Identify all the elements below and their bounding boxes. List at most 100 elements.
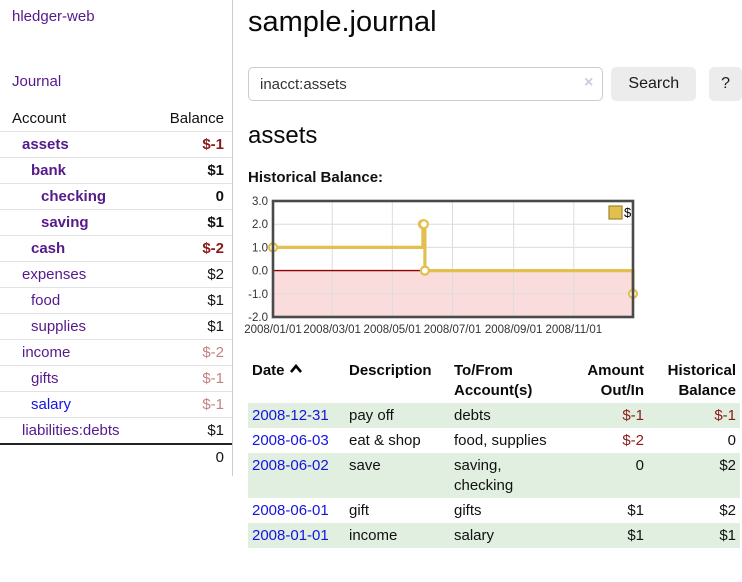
sort-ascending-icon: [289, 364, 302, 373]
register-table: Date Description To/From Account(s) Amou…: [248, 359, 740, 548]
x-axis-tick-label: 2008/09/01: [485, 324, 543, 336]
account-row: checking 0: [0, 183, 232, 210]
search-input-wrap: ×: [248, 67, 604, 101]
account-balance: $-1: [146, 365, 232, 392]
accounts-header-balance: Balance: [169, 110, 224, 127]
transaction-description: gift: [349, 502, 370, 519]
account-link[interactable]: saving: [41, 214, 89, 231]
transaction-accounts: gifts: [454, 502, 482, 519]
account-row: assets $-1: [0, 131, 232, 158]
transaction-date-link[interactable]: 2008-06-02: [252, 457, 329, 474]
y-axis-tick-label: 1.0: [252, 242, 268, 254]
account-title: assets: [248, 122, 318, 149]
transaction-description: save: [349, 457, 381, 474]
clear-search-icon[interactable]: ×: [584, 74, 594, 91]
x-axis-tick-label: 2008/11/01: [545, 324, 602, 336]
account-row: food $1: [0, 287, 232, 314]
register-header-balance: Historical Balance: [667, 362, 736, 399]
account-row: expenses $2: [0, 261, 232, 288]
transaction-description: income: [349, 527, 398, 544]
register-header-date[interactable]: Date: [248, 359, 345, 403]
x-axis-tick-label: 2008/03/01: [303, 324, 361, 336]
transaction-balance: 0: [727, 432, 736, 449]
transaction-date-link[interactable]: 2008-06-01: [252, 502, 329, 519]
account-row: liabilities:debts $1: [0, 417, 232, 444]
account-link[interactable]: salary: [31, 396, 72, 413]
account-balance: 0: [146, 183, 232, 210]
y-axis-tick-label: 0.0: [252, 266, 268, 278]
account-balance: $-1: [146, 131, 232, 158]
legend-swatch: [608, 205, 623, 220]
data-point: [419, 265, 430, 276]
account-row: supplies $1: [0, 313, 232, 340]
x-axis-tick-label: 2008/05/01: [364, 324, 422, 336]
nav-journal-link[interactable]: Journal: [12, 73, 62, 90]
search-input[interactable]: [248, 67, 604, 101]
account-balance: $-2: [146, 339, 232, 366]
chart-label: Historical Balance:: [248, 169, 384, 186]
transaction-date-link[interactable]: 2008-06-03: [252, 432, 329, 449]
transaction-description: pay off: [349, 407, 394, 424]
register-header-row: Date Description To/From Account(s) Amou…: [248, 359, 740, 403]
account-row: gifts $-1: [0, 365, 232, 392]
transaction-accounts: saving, checking: [454, 457, 514, 494]
transaction-balance: $1: [719, 527, 736, 544]
account-row: salary $-1: [0, 391, 232, 418]
y-axis-tick-label: 2.0: [252, 219, 268, 231]
transaction-row: 2008-01-01 income salary $1 $1: [248, 523, 740, 548]
transaction-amount: $-2: [622, 432, 644, 449]
account-link[interactable]: expenses: [22, 266, 87, 283]
transaction-row: 2008-06-01 gift gifts $1 $2: [248, 498, 740, 523]
account-link[interactable]: income: [22, 344, 71, 361]
transaction-amount: $1: [627, 527, 644, 544]
transaction-amount: $1: [627, 502, 644, 519]
transaction-amount: 0: [635, 457, 644, 474]
accounts-total-row: 0: [0, 443, 232, 470]
x-axis-tick-label: 2008/01/01: [244, 324, 302, 336]
account-link[interactable]: gifts: [31, 370, 59, 387]
y-axis-tick-label: -1.0: [248, 289, 268, 301]
sidebar: hledger-web Journal Account Balance asse…: [0, 0, 233, 476]
transaction-date-link[interactable]: 2008-01-01: [252, 527, 329, 544]
account-link[interactable]: bank: [31, 162, 67, 179]
accounts-total-value: 0: [146, 443, 232, 470]
accounts-header-row: Account Balance: [0, 106, 232, 132]
transaction-accounts: debts: [454, 407, 491, 424]
account-row: saving $1: [0, 209, 232, 236]
register-header-date-label: Date: [252, 362, 285, 379]
register-header-accounts: To/From Account(s): [454, 362, 533, 399]
account-link[interactable]: supplies: [31, 318, 87, 335]
search-button[interactable]: Search: [611, 67, 697, 101]
account-balance: $1: [146, 287, 232, 314]
account-link[interactable]: liabilities:debts: [22, 422, 120, 439]
app-title-link[interactable]: hledger-web: [12, 8, 95, 25]
account-row: income $-2: [0, 339, 232, 366]
account-link[interactable]: assets: [22, 136, 69, 153]
register-header-description: Description: [349, 362, 432, 379]
account-link[interactable]: checking: [41, 188, 107, 205]
account-balance: $1: [146, 417, 232, 444]
transaction-amount: $-1: [622, 407, 644, 424]
x-axis-tick-label: 2008/07/01: [424, 324, 482, 336]
account-balance: $1: [146, 313, 232, 340]
help-button[interactable]: ?: [709, 67, 742, 101]
account-balance: $2: [146, 261, 232, 288]
transaction-date-link[interactable]: 2008-12-31: [252, 407, 329, 424]
y-axis-tick-label: 3.0: [252, 196, 268, 208]
page-title: sample.journal: [248, 6, 437, 38]
transaction-balance: $2: [719, 502, 736, 519]
account-link[interactable]: food: [31, 292, 61, 309]
account-balance: $1: [146, 209, 232, 236]
y-axis-tick-label: -2.0: [248, 312, 268, 324]
search-bar: × Search ?: [248, 67, 742, 101]
transaction-row: 2008-12-31 pay off debts $-1 $-1: [248, 403, 740, 428]
transaction-balance: $2: [719, 457, 736, 474]
register-header-amount: Amount Out/In: [587, 362, 644, 399]
chart-border: [271, 199, 635, 319]
transaction-accounts: food, supplies: [454, 432, 547, 449]
historical-balance-chart: $3.0 2.0 1.0 0.0 -1.0 -2.0 2008/01/01 2008/03/0…: [244, 196, 742, 341]
data-point: [418, 219, 430, 230]
account-link[interactable]: cash: [31, 240, 66, 257]
main-content: sample.journal × Search ? assets Histori…: [244, 0, 742, 548]
